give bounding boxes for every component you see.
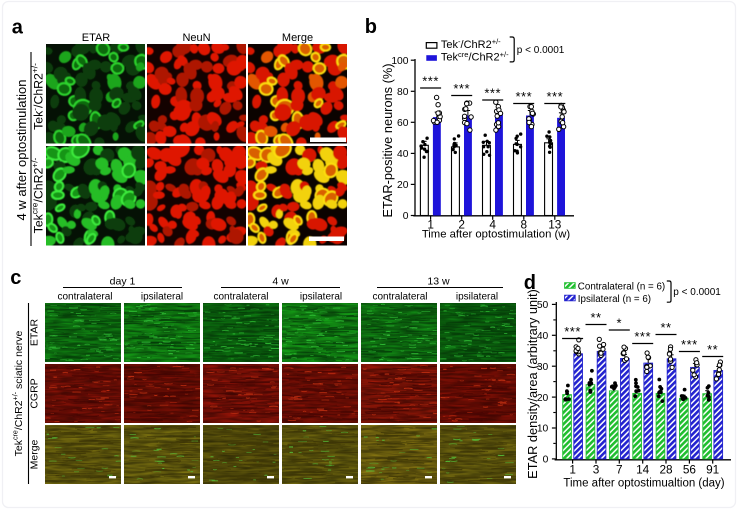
svg-text:*: *: [617, 316, 623, 331]
svg-text:14: 14: [636, 462, 650, 476]
svg-text:3: 3: [593, 462, 600, 476]
svg-text:13: 13: [548, 218, 562, 232]
svg-text:contralateral: contralateral: [57, 292, 112, 303]
svg-text:Contralateral (n = 6): Contralateral (n = 6): [578, 282, 665, 293]
svg-text:***: ***: [484, 86, 501, 101]
svg-text:d: d: [524, 272, 536, 294]
svg-text:a: a: [12, 17, 24, 39]
svg-text:60: 60: [397, 118, 409, 129]
svg-text:ETAR: ETAR: [29, 318, 41, 346]
svg-text:80: 80: [397, 87, 409, 98]
svg-text:91: 91: [706, 462, 719, 476]
svg-text:c: c: [10, 267, 21, 289]
svg-text:ETAR: ETAR: [82, 32, 111, 44]
svg-text:ipsilateral: ipsilateral: [141, 292, 183, 303]
svg-text:1: 1: [427, 218, 434, 232]
svg-text:ipsilateral: ipsilateral: [300, 292, 342, 303]
svg-text:8: 8: [521, 218, 528, 232]
svg-text:2: 2: [458, 218, 465, 232]
svg-text:***: ***: [422, 74, 439, 89]
svg-text:Tek-​/ChR2+/-​: Tek-​/ChR2+/-​: [441, 37, 501, 51]
svg-text:4: 4: [489, 218, 496, 232]
svg-text:20: 20: [537, 393, 549, 404]
svg-text:***: ***: [564, 324, 581, 339]
svg-text:4 w after optostimulation: 4 w after optostimulation: [14, 80, 29, 221]
svg-text:40: 40: [537, 331, 549, 342]
svg-text:Time after optostimualtion (da: Time after optostimualtion (day): [563, 477, 724, 489]
svg-text:50: 50: [537, 300, 549, 311]
svg-text:p < 0.0001: p < 0.0001: [673, 287, 721, 298]
svg-text:Ipsilateral (n = 6): Ipsilateral (n = 6): [578, 294, 651, 305]
svg-text:p < 0.0001: p < 0.0001: [517, 45, 565, 56]
svg-text:contralateral: contralateral: [372, 292, 427, 303]
svg-text:30: 30: [537, 362, 549, 373]
svg-text:***: ***: [634, 329, 651, 344]
svg-text:NeuN: NeuN: [182, 32, 210, 44]
svg-text:***: ***: [515, 89, 532, 104]
svg-text:100: 100: [391, 56, 408, 67]
svg-text:**: **: [660, 320, 671, 335]
svg-text:CGRP: CGRP: [29, 378, 41, 408]
svg-text:contralateral: contralateral: [213, 292, 268, 303]
svg-text:Time after optostimulation (w): Time after optostimulation (w): [422, 228, 571, 240]
svg-text:b: b: [365, 16, 377, 38]
svg-text:Merge: Merge: [282, 32, 313, 44]
svg-text:28: 28: [659, 462, 673, 476]
svg-text:1: 1: [569, 462, 576, 476]
svg-text:20: 20: [397, 180, 409, 191]
svg-text:***: ***: [681, 337, 698, 352]
svg-text:***: ***: [453, 81, 470, 96]
svg-text:40: 40: [397, 149, 409, 160]
svg-text:ETAR density/area (arbitrary u: ETAR density/area (arbitrary unit): [525, 289, 540, 479]
svg-text:Tekcre​/ChR2+/-​: Tekcre​/ChR2+/-​: [441, 50, 509, 64]
svg-text:13 w: 13 w: [427, 276, 450, 288]
svg-text:day 1: day 1: [110, 276, 136, 288]
svg-text:ipsilateral: ipsilateral: [456, 292, 498, 303]
svg-text:Tekcre​/ChR2+/-​ sciatic nerve: Tekcre​/ChR2+/-​ sciatic nerve: [12, 330, 26, 456]
svg-text:7: 7: [616, 462, 623, 476]
svg-text:ETAR-positive neurons (%): ETAR-positive neurons (%): [380, 63, 395, 217]
svg-text:**: **: [590, 310, 601, 325]
svg-text:10: 10: [537, 424, 549, 435]
svg-text:0: 0: [403, 211, 409, 222]
svg-text:56: 56: [683, 462, 697, 476]
svg-text:Merge: Merge: [29, 439, 41, 469]
svg-text:***: ***: [546, 89, 563, 104]
svg-text:0: 0: [543, 455, 549, 466]
svg-text:Tek-​/ChR2+/-​: Tek-​/ChR2+/-​: [29, 63, 45, 130]
svg-text:**: **: [707, 342, 718, 357]
svg-text:Tekcre​/ChR2+/-​: Tekcre​/ChR2+/-​: [29, 157, 45, 233]
svg-text:4 w: 4 w: [272, 276, 289, 288]
